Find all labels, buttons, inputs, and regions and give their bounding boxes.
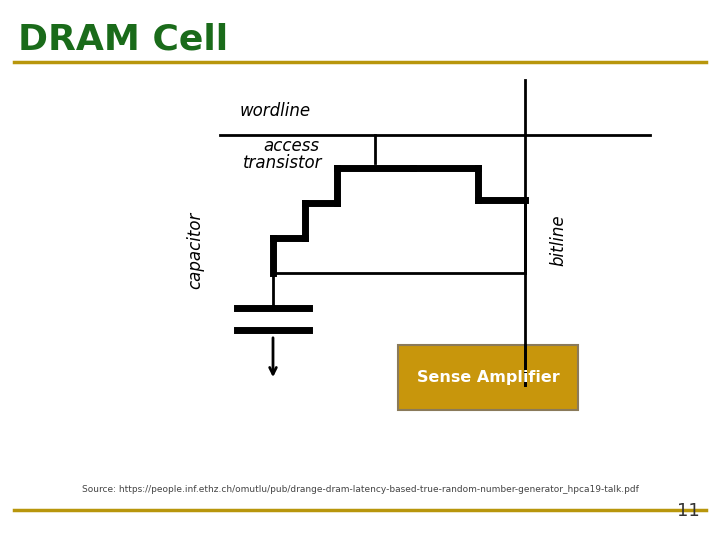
Text: DRAM Cell: DRAM Cell xyxy=(18,22,228,56)
Text: Sense Amplifier: Sense Amplifier xyxy=(417,370,559,385)
Text: access: access xyxy=(263,137,319,155)
Text: wordline: wordline xyxy=(240,102,311,120)
Text: capacitor: capacitor xyxy=(186,211,204,289)
Text: bitline: bitline xyxy=(549,214,567,266)
Text: transistor: transistor xyxy=(243,154,323,172)
FancyBboxPatch shape xyxy=(398,345,578,410)
Text: 11: 11 xyxy=(678,502,700,520)
Text: Source: https://people.inf.ethz.ch/omutlu/pub/drange-dram-latency-based-true-ran: Source: https://people.inf.ethz.ch/omutl… xyxy=(81,485,639,495)
